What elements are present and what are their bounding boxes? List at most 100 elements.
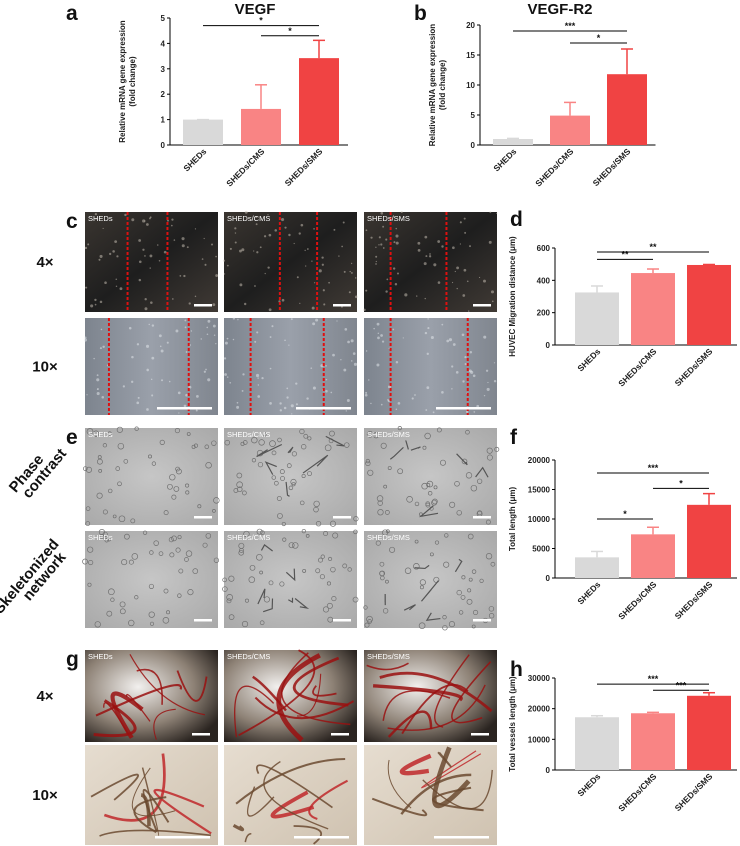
cell-speck: [102, 227, 104, 230]
cell: [236, 486, 243, 493]
micrograph: [364, 531, 497, 628]
chart-title: VEGF: [235, 1, 276, 18]
bar: [575, 292, 619, 345]
cell-speck: [322, 289, 325, 292]
cell-speck: [315, 318, 319, 322]
cell-speck: [385, 238, 388, 241]
cell: [96, 458, 103, 465]
image-caption: SHEDs/SMS: [367, 430, 410, 439]
cell-speck: [178, 412, 180, 414]
cell: [255, 553, 263, 561]
cell: [193, 443, 199, 448]
cell: [494, 446, 500, 452]
vessel: [312, 685, 337, 697]
cell: [443, 561, 450, 568]
cell: [269, 440, 276, 447]
cell: [327, 616, 334, 623]
cell-speck: [144, 307, 148, 311]
cell-speck: [257, 395, 261, 398]
cell-speck: [157, 244, 159, 246]
tube: [302, 454, 329, 474]
cell-speck: [146, 408, 149, 411]
cell: [389, 546, 396, 553]
y-axis-label: Relative mRNA gene expression: [428, 24, 437, 147]
vessel: [244, 832, 252, 843]
cell: [436, 427, 442, 433]
cell: [205, 461, 212, 469]
cell-speck: [267, 266, 270, 269]
cell-speck: [151, 324, 155, 327]
cell: [377, 509, 384, 516]
vessel: [379, 671, 493, 713]
cell-speck: [207, 319, 211, 323]
cell-speck: [119, 287, 123, 291]
cell: [342, 563, 348, 569]
cell-speck: [416, 295, 418, 297]
cell-speck: [138, 260, 142, 264]
bar: [607, 74, 647, 145]
x-tick-label: SHEDs/CMS: [616, 771, 658, 813]
image-caption: SHEDs/CMS: [227, 533, 270, 542]
cell: [488, 613, 495, 619]
y-tick-label: 0: [546, 574, 551, 583]
cell-speck: [380, 243, 383, 246]
cell-speck: [83, 338, 88, 342]
image-caption: SHEDs: [88, 533, 113, 542]
cell: [291, 482, 296, 487]
cell-speck: [226, 376, 229, 378]
cell: [329, 430, 335, 437]
cell-speck: [476, 404, 480, 408]
scale-bar: [473, 619, 491, 622]
cell: [236, 472, 243, 479]
cell: [471, 569, 477, 574]
panel-letter: c: [66, 210, 78, 233]
cell: [363, 605, 368, 610]
cell: [286, 463, 292, 469]
micrograph: [364, 212, 497, 312]
y-tick-label: 5: [161, 14, 166, 23]
cell: [458, 610, 464, 615]
cell: [260, 530, 265, 535]
cell: [279, 469, 285, 475]
cell: [85, 466, 92, 473]
cell: [187, 589, 194, 596]
cell-speck: [463, 268, 467, 272]
cell: [414, 501, 420, 507]
significance-label: *: [259, 16, 263, 26]
cell-speck: [236, 401, 239, 404]
cell-speck: [426, 386, 430, 390]
cell-speck: [376, 363, 380, 367]
cell-speck: [257, 384, 260, 386]
cell: [292, 542, 299, 549]
image-caption: SHEDs/SMS: [367, 214, 410, 223]
vessel: [432, 786, 484, 812]
cell: [92, 430, 100, 437]
tube: [403, 604, 416, 611]
cell-speck: [203, 237, 205, 240]
cell: [116, 426, 123, 433]
cell-speck: [145, 344, 150, 348]
cell-speck: [226, 337, 229, 340]
cell: [167, 483, 173, 490]
cell-speck: [160, 349, 164, 353]
vessel: [270, 790, 315, 819]
error-bar: [647, 711, 659, 714]
cell-speck: [142, 248, 145, 251]
cell: [186, 432, 191, 436]
cell-speck: [283, 406, 287, 410]
cell-speck: [459, 221, 462, 224]
cell: [313, 500, 320, 508]
cell: [268, 580, 274, 586]
cell-speck: [144, 298, 147, 301]
cell-speck: [448, 338, 453, 342]
vessel: [434, 654, 470, 728]
y-tick-label: 600: [537, 244, 551, 253]
cell-speck: [464, 231, 467, 234]
cell-speck: [387, 399, 390, 403]
cell: [243, 530, 250, 538]
vessel: [387, 710, 433, 738]
cell-speck: [353, 362, 358, 366]
cell-speck: [149, 254, 153, 258]
cell-speck: [293, 242, 295, 245]
bar: [687, 264, 731, 345]
